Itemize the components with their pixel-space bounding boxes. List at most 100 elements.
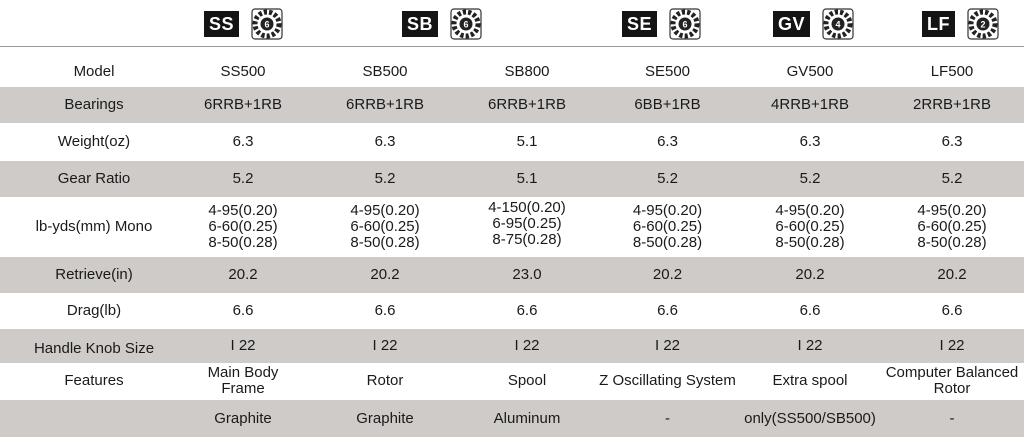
- gear-number: 6: [683, 20, 688, 30]
- row-label: Model: [73, 63, 115, 80]
- table-cell: 4-95(0.20) 6-60(0.25) 8-50(0.28): [735, 197, 885, 257]
- table-row-model: Model SS500 SB500 SB800 SE500 GV500 LF50…: [0, 56, 1024, 88]
- table-cell: 5.2: [232, 170, 254, 187]
- cell-line: 8-50(0.28): [632, 234, 703, 251]
- table-cell: GV500: [786, 63, 834, 80]
- table-row-mono: lb-yds(mm) Mono 4-95(0.20) 6-60(0.25) 8-…: [0, 197, 1024, 257]
- badge-code: SS: [204, 11, 240, 37]
- cell-line: Main Body: [207, 364, 279, 381]
- table-cell: 20.2: [370, 266, 400, 283]
- table-cell: 4-95(0.20) 6-60(0.25) 8-50(0.28): [590, 197, 745, 257]
- table-cell: 6BB+1RB: [634, 96, 701, 113]
- cell-line: Computer Balanced: [885, 364, 1019, 381]
- cell-line: 6-95(0.25): [492, 215, 562, 232]
- table-cell: I 22: [372, 337, 398, 354]
- cell-line: 6-60(0.25): [208, 218, 278, 235]
- cell-line: 8-50(0.28): [350, 234, 420, 251]
- badge-code: SB: [402, 11, 439, 37]
- table-cell: 20.2: [937, 266, 967, 283]
- bearing-gear-icon: 6: [251, 8, 283, 40]
- table-cell: 6.6: [799, 302, 821, 319]
- table-cell: 5.2: [799, 170, 821, 187]
- row-label: Weight(oz): [57, 133, 131, 150]
- cell-line: Frame: [221, 380, 265, 397]
- cell-line: 6-60(0.25): [632, 218, 703, 235]
- table-cell: Spool: [507, 372, 547, 389]
- cell-line: Rotor: [933, 380, 971, 397]
- table-cell: 2RRB+1RB: [913, 96, 991, 113]
- cell-line: 8-50(0.28): [917, 234, 987, 251]
- table-cell: 6.6: [941, 302, 963, 319]
- table-cell: SS500: [220, 63, 266, 80]
- table-cell: I 22: [797, 337, 823, 354]
- table-cell: 20.2: [652, 266, 683, 283]
- gear-number: 4: [836, 20, 841, 30]
- badge-sb: SB 6: [402, 7, 482, 41]
- table-cell: Main Body Frame: [168, 363, 318, 399]
- table-cell: SB500: [362, 63, 408, 80]
- row-label: Bearings: [64, 96, 124, 113]
- row-label: Features: [64, 372, 124, 389]
- table-cell: 5.2: [941, 170, 963, 187]
- header-divider: [0, 46, 1024, 47]
- cell-line: 6-60(0.25): [350, 218, 420, 235]
- table-cell: Aluminum: [493, 409, 561, 427]
- badge-lf: LF 2: [922, 7, 999, 41]
- table-cell: Computer Balanced Rotor: [878, 363, 1024, 399]
- table-cell: 6.3: [941, 133, 963, 150]
- table-cell: I 22: [230, 337, 256, 354]
- table-cell: -: [949, 409, 955, 427]
- badge-ss: SS 6: [204, 7, 283, 41]
- table-cell: 6.6: [232, 302, 254, 319]
- gear-number: 2: [980, 20, 985, 30]
- row-label: Drag(lb): [66, 302, 122, 319]
- table-cell: Z Oscillating System: [599, 372, 736, 389]
- cell-line: 8-50(0.28): [775, 234, 845, 251]
- table-cell: 4RRB+1RB: [771, 96, 849, 113]
- table-row-bearings: Bearings 6RRB+1RB 6RRB+1RB 6RRB+1RB 6BB+…: [0, 87, 1024, 123]
- table-row-gear-ratio: Gear Ratio 5.2 5.2 5.1 5.2 5.2 5.2: [0, 161, 1024, 197]
- cell-line: 4-95(0.20): [632, 202, 703, 219]
- table-cell: 6.6: [516, 302, 538, 319]
- table-cell: 4-95(0.20) 6-60(0.25) 8-50(0.28): [168, 197, 318, 257]
- cell-line: 4-95(0.20): [350, 202, 420, 219]
- cell-line: 6-60(0.25): [917, 218, 987, 235]
- table-cell: I 22: [514, 337, 540, 354]
- gear-number: 6: [265, 20, 270, 30]
- table-cell: LF500: [930, 63, 974, 80]
- badge-se: SE 6: [622, 7, 701, 41]
- table-row-handle-knob: Handle Knob Size I 22 I 22 I 22 I 22 I 2…: [0, 329, 1024, 363]
- table-cell: 6.3: [657, 133, 678, 150]
- table-row-material: Graphite Graphite Aluminum - only(SS500/…: [0, 400, 1024, 437]
- cell-line: 4-95(0.20): [775, 202, 845, 219]
- table-cell: 20.2: [795, 266, 825, 283]
- row-label: Handle Knob Size: [33, 340, 155, 357]
- table-cell: I 22: [654, 337, 681, 354]
- table-row-drag: Drag(lb) 6.6 6.6 6.6 6.6 6.6 6.6: [0, 293, 1024, 329]
- table-cell: -: [665, 409, 670, 427]
- table-row-weight: Weight(oz) 6.3 6.3 5.1 6.3 6.3 6.3: [0, 123, 1024, 161]
- table-cell: 6.3: [232, 133, 254, 150]
- row-label: Retrieve(in): [55, 266, 133, 283]
- table-cell: 6.6: [374, 302, 396, 319]
- bearing-gear-icon: 2: [967, 8, 999, 40]
- cell-line: 8-75(0.28): [492, 231, 562, 248]
- badge-gv: GV 4: [773, 7, 854, 41]
- gear-number: 6: [464, 20, 469, 30]
- table-cell: 4-95(0.20) 6-60(0.25) 8-50(0.28): [878, 197, 1024, 257]
- badge-code: LF: [922, 11, 955, 37]
- table-row-retrieve: Retrieve(in) 20.2 20.2 23.0 20.2 20.2 20…: [0, 257, 1024, 293]
- bearing-gear-icon: 6: [450, 8, 482, 40]
- table-cell: I 22: [939, 337, 965, 354]
- table-cell: 5.1: [516, 133, 538, 150]
- cell-line: 4-95(0.20): [208, 202, 278, 219]
- badge-code: GV: [773, 11, 811, 37]
- table-cell: Extra spool: [772, 372, 848, 389]
- table-cell: 6RRB+1RB: [488, 96, 566, 113]
- cell-line: 4-150(0.20): [488, 199, 566, 216]
- table-cell: Graphite: [356, 409, 414, 427]
- row-label: [14, 400, 174, 437]
- table-cell: 6RRB+1RB: [204, 96, 282, 113]
- table-cell: only(SS500/SB500): [744, 409, 876, 427]
- cell-line: 6-60(0.25): [775, 218, 845, 235]
